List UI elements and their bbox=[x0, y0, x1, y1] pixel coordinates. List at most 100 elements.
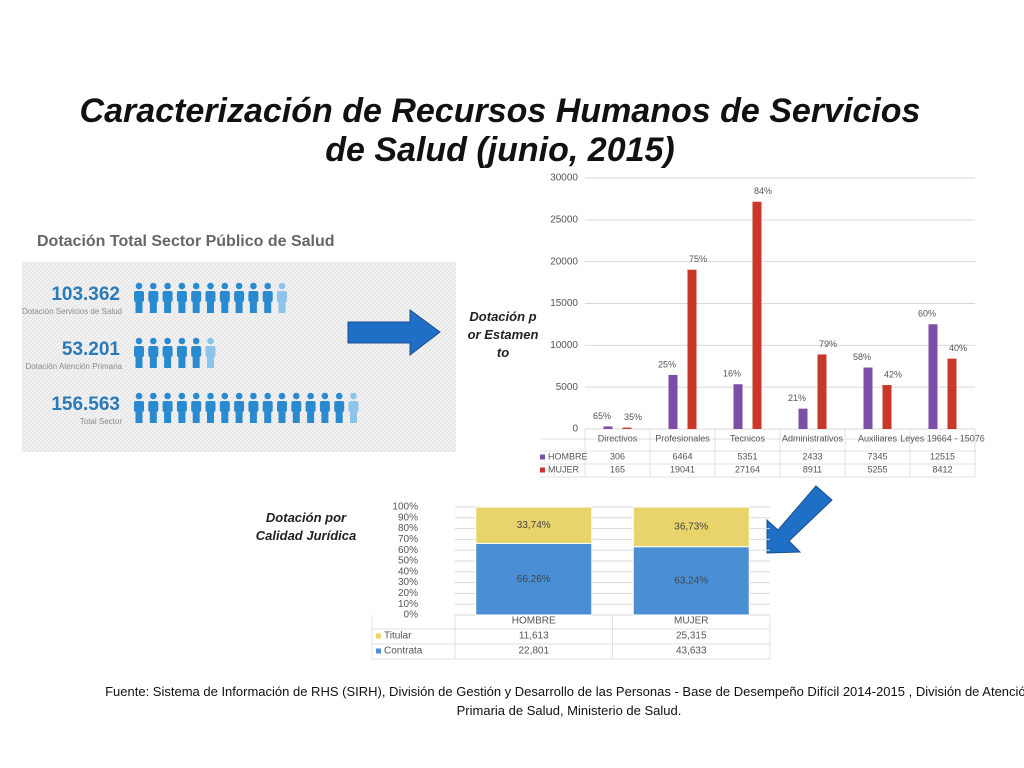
person-head bbox=[278, 282, 286, 290]
person-legs bbox=[178, 356, 186, 368]
person-body bbox=[134, 291, 144, 302]
person-legs bbox=[164, 301, 172, 313]
person-legs bbox=[149, 356, 157, 368]
table-cell: 25,315 bbox=[676, 631, 707, 642]
person-head bbox=[178, 337, 186, 345]
person-head bbox=[150, 392, 157, 400]
percent-label: 60% bbox=[918, 309, 936, 319]
table-cell: 165 bbox=[610, 464, 625, 474]
percent-label: 21% bbox=[788, 393, 806, 403]
y-tick-label: 15000 bbox=[550, 298, 578, 309]
y-tick-label: 25000 bbox=[550, 214, 578, 225]
percent-label: 79% bbox=[819, 339, 837, 349]
person-head bbox=[135, 282, 143, 290]
person-head bbox=[164, 392, 171, 400]
person-body bbox=[134, 346, 144, 357]
stat-label: Total Sector bbox=[80, 417, 123, 426]
person-head bbox=[164, 337, 171, 345]
bar-segment bbox=[632, 506, 750, 548]
person-body bbox=[148, 346, 159, 357]
legend-swatch bbox=[540, 467, 545, 473]
table-cell: 5255 bbox=[867, 464, 887, 474]
percent-label: 25% bbox=[658, 359, 676, 369]
bar bbox=[882, 385, 892, 429]
person-legs bbox=[249, 301, 257, 313]
person-legs bbox=[292, 411, 300, 423]
y-tick-label: 30% bbox=[398, 577, 418, 588]
person-body bbox=[248, 291, 259, 302]
person-body bbox=[148, 401, 159, 412]
person-head bbox=[207, 337, 214, 345]
table-cell: 2433 bbox=[802, 451, 822, 461]
person-body bbox=[262, 401, 273, 412]
person-legs bbox=[192, 301, 200, 313]
person-head bbox=[235, 282, 243, 290]
person-legs bbox=[135, 356, 143, 368]
person-legs bbox=[207, 411, 214, 423]
person-head bbox=[192, 282, 200, 290]
x-tick-label: MUJER bbox=[674, 616, 708, 627]
bar-segment bbox=[632, 546, 750, 616]
person-body bbox=[191, 346, 202, 357]
person-head bbox=[135, 392, 143, 400]
table-cell: 306 bbox=[610, 451, 625, 461]
person-head bbox=[150, 282, 157, 290]
stat-number: 103.362 bbox=[51, 284, 120, 305]
person-legs bbox=[278, 301, 286, 313]
person-head bbox=[178, 282, 186, 290]
person-body bbox=[162, 401, 173, 412]
x-tick-label: Directivos bbox=[598, 433, 638, 443]
x-tick-label: Administrativos bbox=[782, 433, 844, 443]
person-body bbox=[205, 291, 216, 302]
value-label: 66,26% bbox=[517, 574, 551, 585]
person-body bbox=[334, 401, 345, 412]
person-legs bbox=[235, 301, 243, 313]
person-head bbox=[321, 392, 329, 400]
person-legs bbox=[192, 411, 200, 423]
x-tick-label: Tecnicos bbox=[730, 433, 766, 443]
bar bbox=[798, 408, 808, 429]
table-cell: 8412 bbox=[932, 464, 952, 474]
y-tick-label: 60% bbox=[398, 545, 418, 556]
table-cell: 8911 bbox=[803, 464, 822, 474]
person-legs bbox=[307, 411, 315, 423]
person-head bbox=[192, 392, 200, 400]
percent-label: 35% bbox=[624, 412, 642, 422]
y-tick-label: 80% bbox=[398, 523, 418, 534]
person-head bbox=[264, 392, 272, 400]
y-tick-label: 0% bbox=[404, 610, 419, 621]
y-tick-label: 70% bbox=[398, 534, 418, 545]
person-head bbox=[178, 392, 186, 400]
person-body bbox=[291, 401, 302, 412]
person-legs bbox=[135, 411, 143, 423]
person-legs bbox=[235, 411, 243, 423]
person-body bbox=[219, 291, 230, 302]
person-head bbox=[164, 282, 171, 290]
person-head bbox=[207, 392, 214, 400]
person-body bbox=[348, 401, 359, 412]
person-legs bbox=[178, 301, 186, 313]
person-legs bbox=[149, 301, 157, 313]
table-cell: 5351 bbox=[737, 451, 757, 461]
person-legs bbox=[207, 301, 214, 313]
x-tick-label: Auxiliares bbox=[858, 433, 898, 443]
x-tick-label: Leyes 19664 - 15076 bbox=[900, 433, 985, 443]
legend-swatch bbox=[376, 633, 381, 639]
person-body bbox=[262, 291, 273, 302]
bar bbox=[603, 426, 613, 429]
person-head bbox=[293, 392, 300, 400]
person-legs bbox=[350, 411, 357, 423]
bar bbox=[863, 367, 873, 429]
person-legs bbox=[221, 301, 229, 313]
y-tick-label: 20% bbox=[398, 588, 418, 599]
person-body bbox=[176, 346, 187, 357]
percent-label: 16% bbox=[723, 369, 741, 379]
y-tick-label: 10000 bbox=[550, 340, 578, 351]
table-cell: 7345 bbox=[867, 451, 887, 461]
legend-label: Contrata bbox=[384, 646, 423, 657]
person-body bbox=[234, 401, 245, 412]
legend-swatch bbox=[376, 648, 381, 654]
table-cell: 19041 bbox=[670, 464, 695, 474]
person-body bbox=[176, 291, 187, 302]
